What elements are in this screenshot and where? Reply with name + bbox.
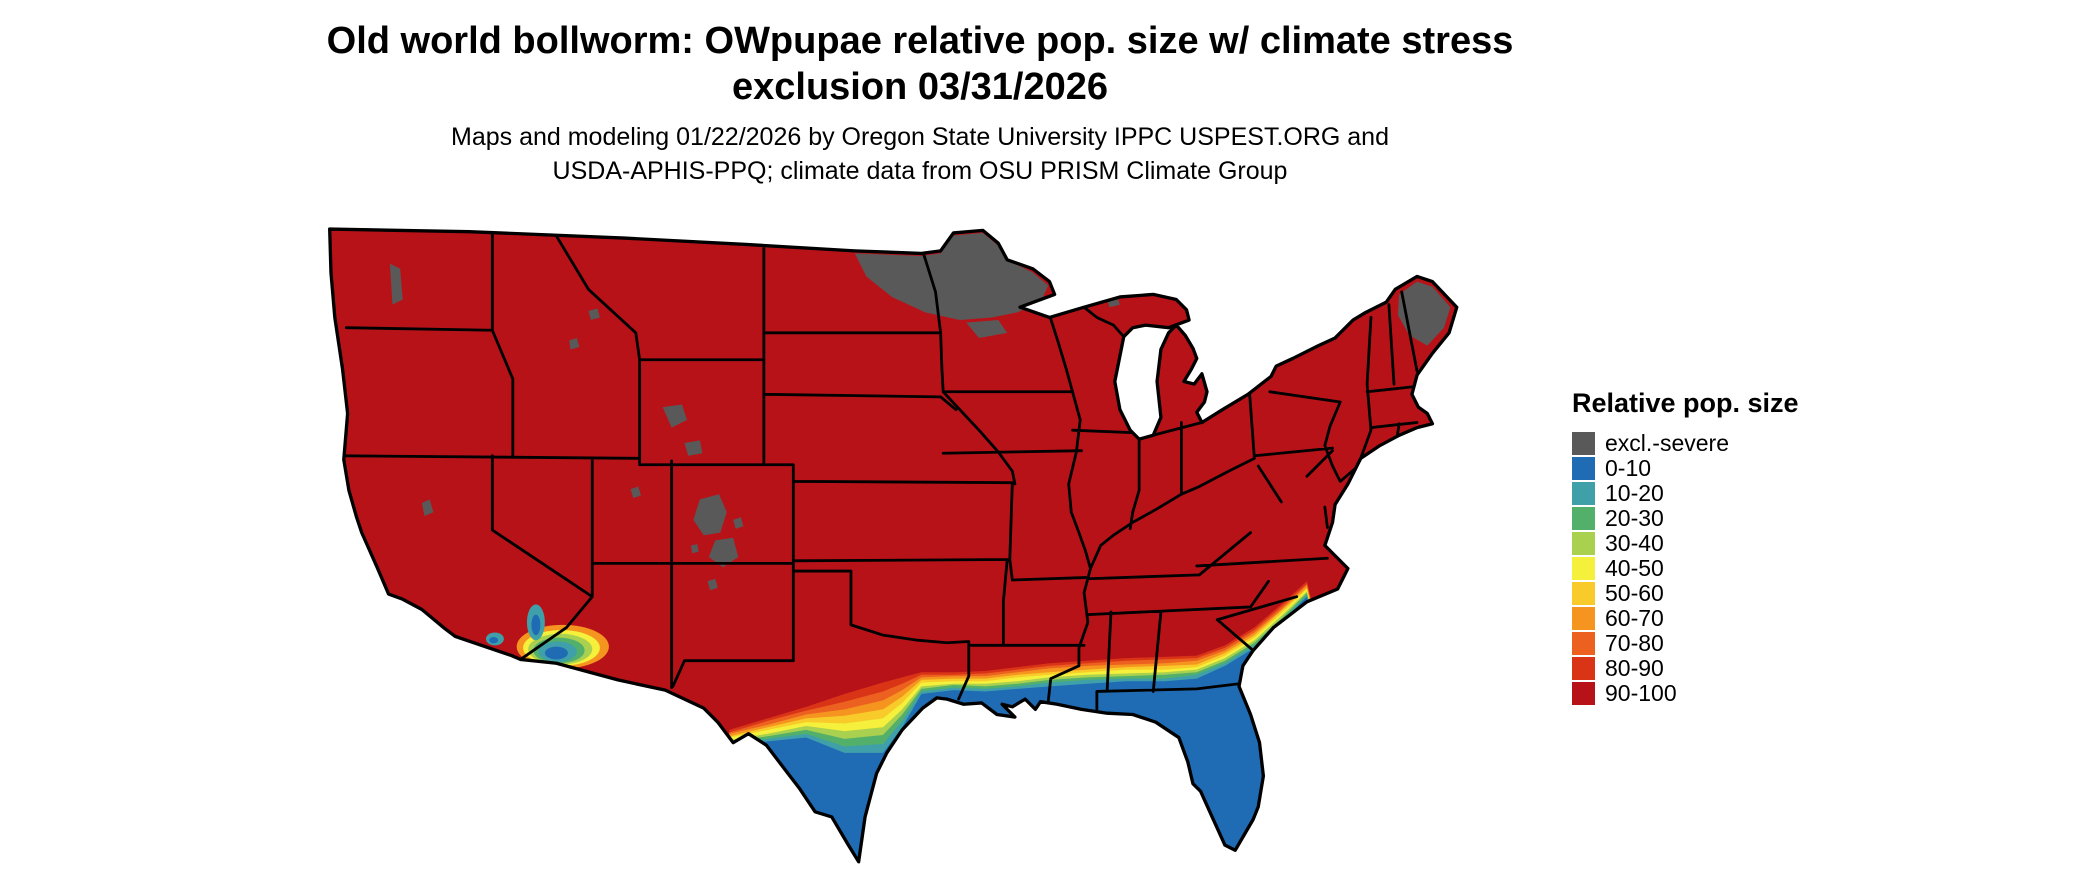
excl-patch-idaho — [569, 308, 600, 350]
legend-label: 30-40 — [1605, 530, 1664, 556]
legend-swatch-50-60 — [1572, 582, 1595, 605]
page-title-line2: exclusion 03/31/2026 — [731, 66, 1109, 108]
legend-label: 0-10 — [1605, 455, 1652, 481]
legend-label: excl.-severe — [1605, 430, 1729, 456]
legend: Relative pop. size excl.-severe 0-10 10-… — [1572, 388, 1799, 706]
legend-label: 70-80 — [1605, 630, 1664, 656]
subtitle-line2: USDA-APHIS-PPQ; climate data from OSU PR… — [552, 157, 1288, 185]
subtitle-line1: Maps and modeling 01/22/2026 by Oregon S… — [451, 123, 1389, 151]
excl-patch-washington-cascades — [389, 263, 403, 305]
az-patch-0-10 — [544, 646, 568, 660]
legend-item: excl.-severe — [1572, 431, 1799, 456]
legend-swatch-40-50 — [1572, 557, 1595, 580]
legend-item: 10-20 — [1572, 481, 1799, 506]
title-block: Old world bollworm: OWpupae relative pop… — [120, 18, 1720, 110]
legend-item: 50-60 — [1572, 581, 1799, 606]
legend-swatch-excl-severe — [1572, 432, 1595, 455]
legend-label: 10-20 — [1605, 480, 1664, 506]
excl-patch-utah — [630, 486, 641, 499]
legend-item: 40-50 — [1572, 556, 1799, 581]
legend-item: 0-10 — [1572, 456, 1799, 481]
excl-patch-maine — [1397, 281, 1451, 346]
excl-patch-sierra — [421, 499, 434, 516]
map-fill-layer — [329, 229, 1457, 862]
excl-patch-new-mexico — [707, 578, 718, 591]
state-borders — [342, 230, 1419, 711]
legend-item: 70-80 — [1572, 631, 1799, 656]
legend-swatch-20-30 — [1572, 507, 1595, 530]
legend-label: 60-70 — [1605, 605, 1664, 631]
legend-swatch-10-20 — [1572, 482, 1595, 505]
legend-label: 20-30 — [1605, 505, 1664, 531]
colorado-river-arm-0-10 — [531, 614, 541, 636]
us-outline — [328, 227, 1459, 864]
legend-label: 50-60 — [1605, 580, 1664, 606]
legend-item: 30-40 — [1572, 531, 1799, 556]
legend-swatch-70-80 — [1572, 632, 1595, 655]
legend-label: 40-50 — [1605, 555, 1664, 581]
legend-swatch-0-10 — [1572, 457, 1595, 480]
us-choropleth-map — [300, 215, 1530, 881]
excl-patch-minnesota-south-lobe — [966, 320, 1008, 338]
subtitle-block: Maps and modeling 01/22/2026 by Oregon S… — [120, 120, 1720, 188]
legend-item: 90-100 — [1572, 681, 1799, 706]
legend-label: 90-100 — [1605, 680, 1677, 706]
legend-swatch-30-40 — [1572, 532, 1595, 555]
legend-item: 60-70 — [1572, 606, 1799, 631]
legend-item: 20-30 — [1572, 506, 1799, 531]
legend-swatch-60-70 — [1572, 607, 1595, 630]
excl-patch-colorado-rockies — [690, 494, 744, 568]
excl-patch-minnesota-dakota — [854, 232, 1049, 321]
excl-patch-yellowstone — [662, 404, 703, 456]
legend-swatch-90-100 — [1572, 682, 1595, 705]
imperial-valley-0-10 — [489, 637, 499, 644]
legend-label: 80-90 — [1605, 655, 1664, 681]
legend-item: 80-90 — [1572, 656, 1799, 681]
us-map-svg — [328, 227, 1459, 864]
legend-title: Relative pop. size — [1572, 388, 1799, 418]
legend-swatch-80-90 — [1572, 657, 1595, 680]
class-90-100-base — [329, 229, 1457, 862]
page-title-line1: Old world bollworm: OWpupae relative pop… — [326, 20, 1514, 62]
